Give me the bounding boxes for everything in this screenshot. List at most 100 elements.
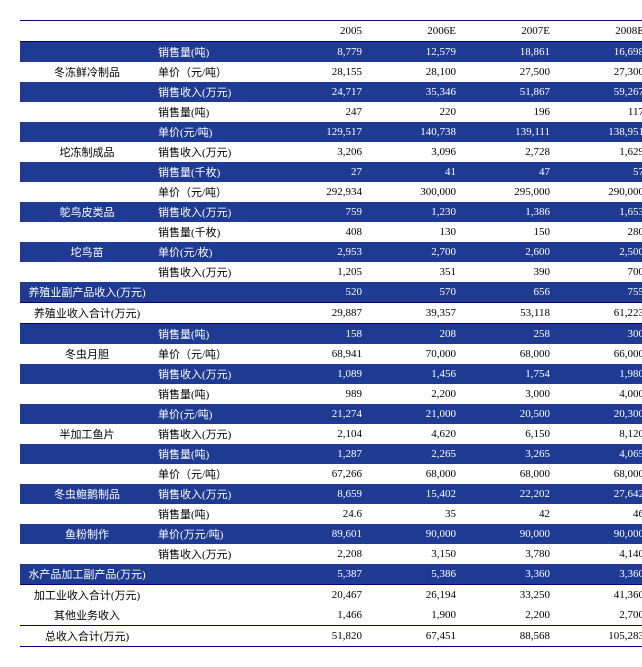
metric-label: 销售收入(万元) xyxy=(154,142,278,162)
value-cell: 20,500 xyxy=(466,404,560,424)
metric-label: 销售量(吨) xyxy=(154,384,278,404)
section-label-cell: 水产品加工副产品(万元) xyxy=(20,564,154,585)
value-cell: 2,200 xyxy=(372,384,466,404)
table-row: 坨冻制成品销售收入(万元)3,2063,0962,7281,629 xyxy=(20,142,642,162)
metric-label: 销售量(千枚) xyxy=(154,162,278,182)
value-cell: 3,150 xyxy=(372,544,466,564)
metric-label: 销售收入(万元) xyxy=(154,424,278,444)
value-cell: 27,300 xyxy=(560,62,642,82)
value-cell: 21,274 xyxy=(278,404,372,424)
value-cell: 3,360 xyxy=(560,564,642,585)
table-row: 鱼粉制作单价(万元/吨)89,60190,00090,00090,000 xyxy=(20,524,642,544)
value-cell: 150 xyxy=(466,222,560,242)
section-label-cell: 鸵鸟皮类品 xyxy=(20,202,154,222)
value-cell: 3,265 xyxy=(466,444,560,464)
metric-label xyxy=(154,564,278,585)
value-cell: 90,000 xyxy=(466,524,560,544)
value-cell: 1,900 xyxy=(372,605,466,626)
value-cell: 8,779 xyxy=(278,42,372,63)
header-year: 2007E xyxy=(466,21,560,42)
section-label-cell: 坨鸟苗 xyxy=(20,242,154,262)
section-label-cell xyxy=(20,324,154,345)
value-cell: 2,200 xyxy=(466,605,560,626)
value-cell: 3,206 xyxy=(278,142,372,162)
value-cell: 15,402 xyxy=(372,484,466,504)
section-label-cell: 养殖业收入合计(万元) xyxy=(20,303,154,324)
table-row: 其他业务收入 1,4661,9002,2002,700 xyxy=(20,605,642,626)
value-cell: 4,000 xyxy=(560,384,642,404)
value-cell: 2,600 xyxy=(466,242,560,262)
value-cell: 12,579 xyxy=(372,42,466,63)
metric-label: 单价(元/枚) xyxy=(154,242,278,262)
table-row: 总收入合计(万元)51,82067,45188,568105,283 xyxy=(20,626,642,647)
value-cell: 570 xyxy=(372,282,466,303)
value-cell: 29,887 xyxy=(278,303,372,324)
value-cell: 27,642 xyxy=(560,484,642,504)
metric-label: 销售量(吨) xyxy=(154,42,278,63)
value-cell: 3,780 xyxy=(466,544,560,564)
header-year: 2008E xyxy=(560,21,642,42)
value-cell: 4,620 xyxy=(372,424,466,444)
value-cell: 1,754 xyxy=(466,364,560,384)
value-cell: 67,266 xyxy=(278,464,372,484)
metric-label: 销售收入(万元) xyxy=(154,262,278,282)
value-cell: 8,120 xyxy=(560,424,642,444)
metric-label xyxy=(154,585,278,606)
metric-label: 销售收入(万元) xyxy=(154,202,278,222)
value-cell: 700 xyxy=(560,262,642,282)
value-cell: 6,150 xyxy=(466,424,560,444)
metric-label xyxy=(154,626,278,647)
section-label-cell: 总收入合计(万元) xyxy=(20,626,154,647)
value-cell: 1,230 xyxy=(372,202,466,222)
table-row: 单价（元/吨）292,934300,000295,000290,000 xyxy=(20,182,642,202)
value-cell: 105,283 xyxy=(560,626,642,647)
value-cell: 35,346 xyxy=(372,82,466,102)
value-cell: 42 xyxy=(466,504,560,524)
value-cell: 61,223 xyxy=(560,303,642,324)
metric-label: 销售收入(万元) xyxy=(154,364,278,384)
value-cell: 2,700 xyxy=(560,605,642,626)
value-cell: 70,000 xyxy=(372,344,466,364)
value-cell: 35 xyxy=(372,504,466,524)
metric-label: 单价（元/吨） xyxy=(154,464,278,484)
financial-table: 20052006E2007E2008E销售量(吨)8,77912,57918,8… xyxy=(20,20,642,647)
value-cell: 46 xyxy=(560,504,642,524)
value-cell: 138,951 xyxy=(560,122,642,142)
value-cell: 139,111 xyxy=(466,122,560,142)
metric-label: 单价（元/吨） xyxy=(154,182,278,202)
section-label-cell xyxy=(20,82,154,102)
table-row: 销售量(吨)1,2872,2653,2654,065 xyxy=(20,444,642,464)
section-label-cell xyxy=(20,384,154,404)
table-row: 单价(元/吨)21,27421,00020,50020,300 xyxy=(20,404,642,424)
value-cell: 1,287 xyxy=(278,444,372,464)
value-cell: 390 xyxy=(466,262,560,282)
table-row: 水产品加工副产品(万元)5,3875,3863,3603,360 xyxy=(20,564,642,585)
section-label-cell: 鱼粉制作 xyxy=(20,524,154,544)
metric-label: 销售收入(万元) xyxy=(154,484,278,504)
section-label-cell: 冬虫鲍鹅制品 xyxy=(20,484,154,504)
value-cell: 22,202 xyxy=(466,484,560,504)
value-cell: 4,065 xyxy=(560,444,642,464)
value-cell: 208 xyxy=(372,324,466,345)
value-cell: 258 xyxy=(466,324,560,345)
value-cell: 57 xyxy=(560,162,642,182)
table-row: 销售量(吨)9892,2003,0004,000 xyxy=(20,384,642,404)
header-row: 20052006E2007E2008E xyxy=(20,21,642,42)
value-cell: 39,357 xyxy=(372,303,466,324)
table-row: 冬冻鲜冷制品单价（元/吨）28,15528,10027,50027,300 xyxy=(20,62,642,82)
metric-label: 销售收入(万元) xyxy=(154,82,278,102)
section-label-cell: 冬冻鲜冷制品 xyxy=(20,62,154,82)
metric-label: 单价(元/吨) xyxy=(154,404,278,424)
value-cell: 295,000 xyxy=(466,182,560,202)
value-cell: 66,000 xyxy=(560,344,642,364)
section-label-cell: 其他业务收入 xyxy=(20,605,154,626)
value-cell: 1,466 xyxy=(278,605,372,626)
table-row: 销售量(吨)158208258300 xyxy=(20,324,642,345)
metric-label: 单价（元/吨） xyxy=(154,344,278,364)
value-cell: 300 xyxy=(560,324,642,345)
value-cell: 27,500 xyxy=(466,62,560,82)
value-cell: 2,953 xyxy=(278,242,372,262)
table-row: 销售收入(万元)1,0891,4561,7541,980 xyxy=(20,364,642,384)
section-label-cell: 养殖业副产品收入(万元) xyxy=(20,282,154,303)
value-cell: 2,104 xyxy=(278,424,372,444)
